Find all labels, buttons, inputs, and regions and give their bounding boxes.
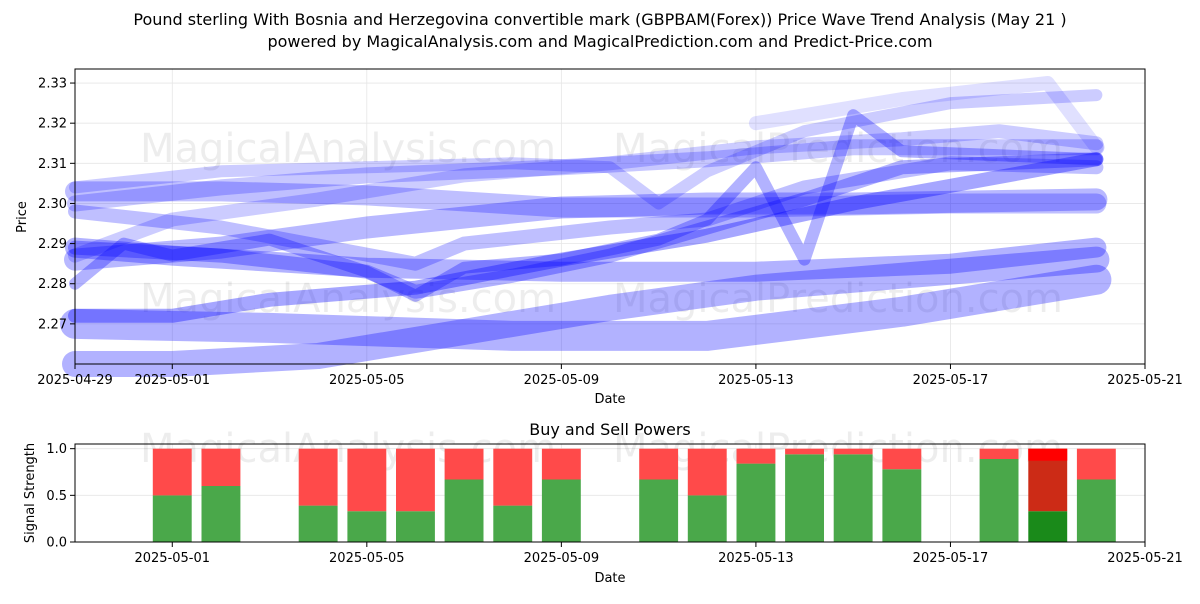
watermark-2: MagicalPrediction.com (613, 126, 1063, 172)
price-x-tick-label: 2025-05-13 (718, 373, 794, 388)
powers-x-axis-label: Date (594, 571, 625, 586)
sell-power-bar (152, 448, 192, 496)
price-y-tick-label: 2.27 (38, 317, 67, 332)
powers-y-tick-label: 1.0 (46, 442, 67, 457)
powers-y-tick-label: 0.0 (46, 536, 67, 551)
price-wave-line-11 (69, 89, 1103, 210)
buy-power-bar (833, 454, 873, 542)
price-y-tick-label: 2.33 (38, 77, 67, 92)
price-wave-line-12 (748, 76, 1104, 155)
buy-power-bar (736, 463, 776, 542)
price-wave-line-9 (67, 139, 1105, 212)
price-grid (74, 69, 1146, 364)
powers-title: Buy and Sell Powers (529, 420, 691, 439)
price-plot-frame (74, 68, 1146, 365)
price-y-tick-label: 2.30 (38, 197, 67, 212)
buy-power-bar (687, 495, 727, 542)
price-wave-line-1 (62, 246, 1110, 377)
powers-bars (152, 448, 1116, 542)
price-x-tick-label: 2025-05-05 (329, 373, 405, 388)
buy-power-bar (979, 458, 1019, 542)
price-x-tick-label: 2025-05-09 (524, 373, 600, 388)
sell-power-bar (639, 448, 679, 480)
price-wave-line-8 (65, 181, 1107, 218)
sell-power-bar-cap (1028, 448, 1068, 461)
buy-power-bar (201, 486, 241, 542)
sell-power-bar (833, 448, 873, 455)
powers-x-tick-label: 2025-05-13 (718, 551, 794, 566)
sell-power-bar (736, 448, 776, 464)
price-y-tick-label: 2.31 (38, 157, 67, 172)
sell-power-bar (687, 448, 727, 496)
price-wave-line-4 (68, 152, 1104, 299)
buy-power-bar (785, 454, 824, 542)
sell-power-bar (1076, 448, 1116, 480)
price-y-tick-label: 2.29 (38, 237, 67, 252)
price-wave-line-7 (64, 188, 1108, 271)
price-wave-line-3 (68, 152, 1104, 323)
chart-title: Pound sterling With Bosnia and Herzegovi… (133, 10, 1066, 29)
price-y-tick-label: 2.28 (38, 277, 67, 292)
buy-power-bar (882, 469, 922, 542)
watermark-1: MagicalAnalysis.com (140, 126, 556, 172)
buy-power-bar (639, 479, 679, 542)
powers-x-tick-label: 2025-05-05 (329, 551, 405, 566)
buy-power-bar (1076, 479, 1116, 542)
buy-power-bar (1028, 511, 1068, 542)
buy-power-bar (541, 479, 581, 542)
buy-power-bar (347, 511, 387, 542)
price-x-tick-label: 2025-04-29 (37, 373, 113, 388)
buy-power-bar (152, 495, 192, 542)
sell-power-bar (396, 448, 435, 512)
price-x-tick-label: 2025-05-01 (134, 373, 210, 388)
price-wave-line-10 (68, 124, 1104, 263)
watermark-4: MagicalPrediction.com (613, 276, 1063, 322)
price-x-axis-label: Date (594, 392, 625, 407)
powers-y-tick-label: 0.5 (46, 489, 67, 504)
price-wave-lines (60, 76, 1112, 377)
sell-power-bar (785, 448, 824, 455)
buy-power-bar (396, 511, 435, 542)
powers-x-tick-label: 2025-05-17 (913, 551, 989, 566)
price-y-tick-label: 2.32 (38, 117, 67, 132)
price-wave-line-13 (69, 109, 1103, 302)
powers-x-tick-label: 2025-05-21 (1107, 551, 1183, 566)
sell-power-bar (201, 448, 241, 486)
watermark-3: MagicalAnalysis.com (140, 276, 556, 322)
price-axis-ticks: 2025-04-29 2025-05-01 2025-05-05 2025-05-09… (37, 77, 1183, 388)
powers-plot-frame (74, 443, 1146, 543)
chart-subtitle: powered by MagicalAnalysis.com and Magic… (267, 32, 932, 51)
price-wave-line-5 (65, 237, 1107, 282)
buy-power-bar (444, 479, 484, 542)
sell-power-bar (882, 448, 922, 470)
sell-power-bar (298, 448, 338, 506)
buy-power-bar (298, 505, 338, 542)
sell-power-bar (493, 448, 533, 506)
sell-power-bar (979, 448, 1019, 459)
powers-axis-ticks: 2025-05-01 2025-05-05 2025-05-09 2025-05-13… (46, 442, 1182, 566)
price-y-axis-label: Price (15, 201, 30, 233)
powers-x-tick-label: 2025-05-01 (134, 551, 210, 566)
powers-y-axis-label: Signal Strength (23, 443, 38, 543)
sell-power-bar (444, 448, 484, 480)
price-x-tick-label: 2025-05-17 (913, 373, 989, 388)
sell-power-bar (347, 448, 387, 512)
sell-power-bar (541, 448, 581, 480)
price-x-tick-label: 2025-05-21 (1107, 373, 1183, 388)
powers-x-tick-label: 2025-05-09 (524, 551, 600, 566)
price-wave-line-6 (68, 156, 1104, 271)
buy-power-bar (493, 505, 533, 542)
price-wave-line-2 (60, 264, 1112, 351)
